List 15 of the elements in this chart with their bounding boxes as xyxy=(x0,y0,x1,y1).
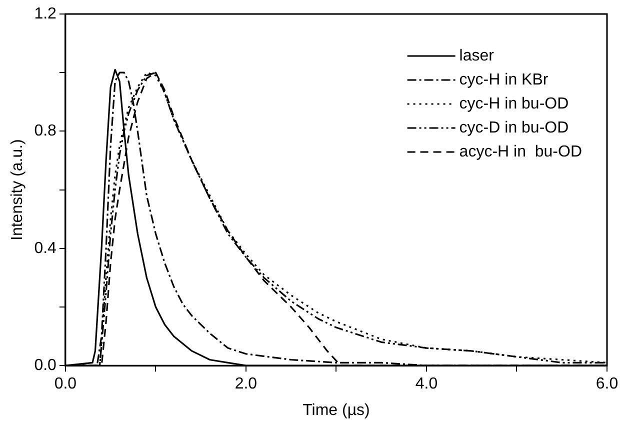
y-tick-label: 1.2 xyxy=(34,5,57,22)
y-tick-label: 0.4 xyxy=(34,240,57,257)
legend-label: cyc-H in bu-OD xyxy=(459,95,569,112)
legend-label: acyc-H in bu-OD xyxy=(459,143,582,160)
legend-label: laser xyxy=(459,47,495,64)
legend-label: cyc-D in bu-OD xyxy=(459,119,569,136)
x-tick-label: 4.0 xyxy=(415,376,438,393)
x-tick-label: 6.0 xyxy=(596,376,618,393)
y-tick-label: 0.8 xyxy=(34,122,57,140)
legend-label: cyc-H in KBr xyxy=(459,71,549,88)
y-tick-label: 0.0 xyxy=(34,357,57,374)
x-tick-label: 2.0 xyxy=(234,376,258,393)
x-tick-label: 0.0 xyxy=(54,376,77,393)
x-axis-title: Time (µs) xyxy=(302,402,370,419)
y-axis-title: Intensity (a.u.) xyxy=(9,139,26,240)
